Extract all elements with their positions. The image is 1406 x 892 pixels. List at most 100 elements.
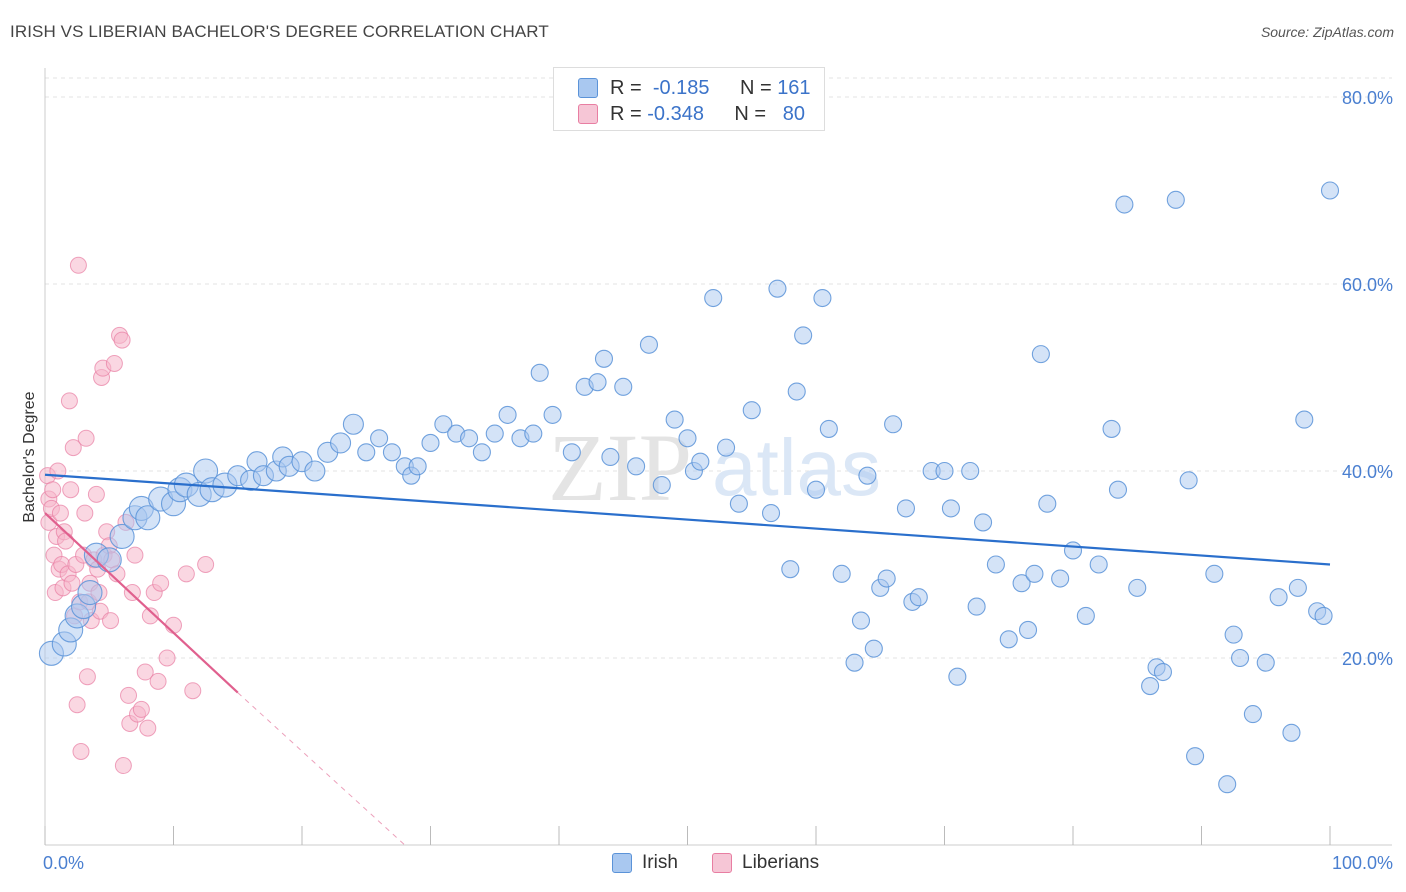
irish-point-59 — [678, 429, 697, 448]
irish-point-67 — [768, 279, 787, 298]
y-tick-label-40: 40.0% — [1342, 462, 1393, 482]
irish-point-53 — [601, 447, 620, 467]
liberians-point-19 — [64, 439, 82, 457]
irish-point-93 — [999, 630, 1018, 649]
liberians-point-45 — [105, 354, 123, 372]
irish-point-81 — [884, 415, 903, 434]
irish-point-102 — [1089, 555, 1108, 574]
irish-point-105 — [1115, 195, 1134, 214]
liberians-point-27 — [76, 504, 94, 522]
correlation-legend: R = -0.185 N = 161 R = -0.348 N = 80 — [553, 67, 825, 131]
bottom-liberians-label: Liberians — [742, 852, 820, 873]
liberians-point-34 — [87, 485, 105, 503]
liberians-point-18 — [63, 574, 81, 592]
irish-point-76 — [851, 611, 871, 630]
x-tick-label-0: 0.0% — [43, 853, 84, 873]
irish-point-52 — [594, 349, 614, 368]
liberians-point-56 — [132, 700, 150, 718]
irish-point-106 — [1128, 578, 1147, 597]
irish-point-64 — [729, 494, 748, 513]
irish-point-124 — [1314, 606, 1333, 625]
irish-point-62 — [704, 288, 723, 308]
irish-point-110 — [1166, 190, 1185, 209]
irish-swatch — [578, 78, 598, 98]
irish-point-56 — [639, 335, 659, 354]
bottom-irish-label: Irish — [642, 852, 678, 873]
irish-point-7 — [96, 547, 122, 573]
irish-point-107 — [1141, 676, 1160, 696]
liberians-point-22 — [68, 696, 86, 714]
irish-point-61 — [691, 452, 710, 471]
irish-point-72 — [813, 288, 832, 308]
y-tick-label-20: 20.0% — [1342, 649, 1393, 669]
liberians-n-value: 80 — [782, 102, 805, 125]
irish-point-30 — [329, 432, 352, 454]
irish-point-117 — [1243, 705, 1262, 724]
irish-point-116 — [1231, 648, 1250, 668]
irish-point-97 — [1031, 345, 1050, 364]
irish-point-89 — [961, 461, 980, 481]
irish-point-120 — [1282, 723, 1301, 742]
irish-point-70 — [794, 326, 813, 345]
irish-point-111 — [1179, 471, 1198, 490]
liberians-point-53 — [123, 584, 141, 602]
irish-point-98 — [1038, 494, 1057, 513]
irish-point-84 — [909, 588, 928, 607]
irish-point-114 — [1218, 775, 1237, 794]
irish-point-75 — [845, 653, 864, 672]
liberians-n-label: N = — [734, 102, 767, 125]
irish-point-8 — [109, 523, 135, 550]
liberians-point-17 — [62, 481, 80, 499]
liberians-point-16 — [60, 392, 78, 410]
legend-row-liberians: R = -0.348 N = 80 — [578, 102, 805, 126]
liberians-point-61 — [149, 672, 167, 690]
irish-point-71 — [806, 480, 826, 499]
irish-point-94 — [1012, 574, 1031, 593]
bottom-irish-swatch — [612, 853, 632, 873]
bottom-legend-liberians: Liberians — [712, 852, 819, 874]
irish-point-95 — [1018, 620, 1038, 640]
liberians-point-66 — [184, 682, 202, 700]
irish-point-122 — [1295, 410, 1314, 429]
liberians-point-28 — [77, 429, 95, 447]
irish-point-47 — [530, 363, 549, 382]
irish-n-label: N = — [739, 76, 772, 99]
liberians-point-48 — [113, 331, 131, 349]
irish-point-96 — [1025, 564, 1044, 583]
irish-points — [38, 181, 1340, 794]
liberians-point-54 — [126, 546, 144, 564]
liberians-point-67 — [197, 556, 215, 573]
irish-point-32 — [357, 443, 376, 462]
liberians-point-65 — [177, 565, 195, 583]
liberians-point-43 — [102, 612, 120, 630]
irish-r-label: R = — [610, 76, 642, 99]
irish-point-73 — [819, 419, 838, 438]
irish-point-77 — [858, 466, 877, 485]
liberians-point-14 — [57, 532, 75, 550]
tick-labels: 20.0% 40.0% 60.0% 80.0% 0.0% 100.0% — [43, 88, 1393, 873]
irish-point-5 — [77, 579, 103, 606]
axes — [44, 68, 1392, 846]
liberians-point-25 — [72, 743, 90, 760]
irish-point-34 — [382, 443, 402, 462]
irish-point-54 — [614, 377, 633, 396]
irish-point-112 — [1186, 747, 1205, 766]
y-axis-label: Bachelor's Degree — [21, 391, 38, 522]
irish-point-11 — [135, 505, 161, 531]
y-tick-label-60: 60.0% — [1342, 275, 1393, 295]
irish-point-86 — [935, 461, 954, 481]
liberians-point-49 — [114, 757, 132, 775]
irish-point-55 — [627, 457, 646, 476]
irish-point-99 — [1051, 569, 1070, 588]
irish-trendline — [44, 473, 1331, 566]
chart-source: Source: ZipAtlas.com — [1260, 24, 1394, 40]
irish-point-66 — [761, 504, 781, 523]
liberians-trendline-extension — [237, 692, 406, 846]
irish-point-92 — [986, 555, 1005, 574]
irish-point-58 — [665, 410, 684, 429]
irish-point-115 — [1224, 625, 1243, 644]
liberians-point-59 — [141, 607, 159, 625]
irish-point-33 — [370, 429, 389, 448]
irish-point-65 — [742, 401, 761, 420]
